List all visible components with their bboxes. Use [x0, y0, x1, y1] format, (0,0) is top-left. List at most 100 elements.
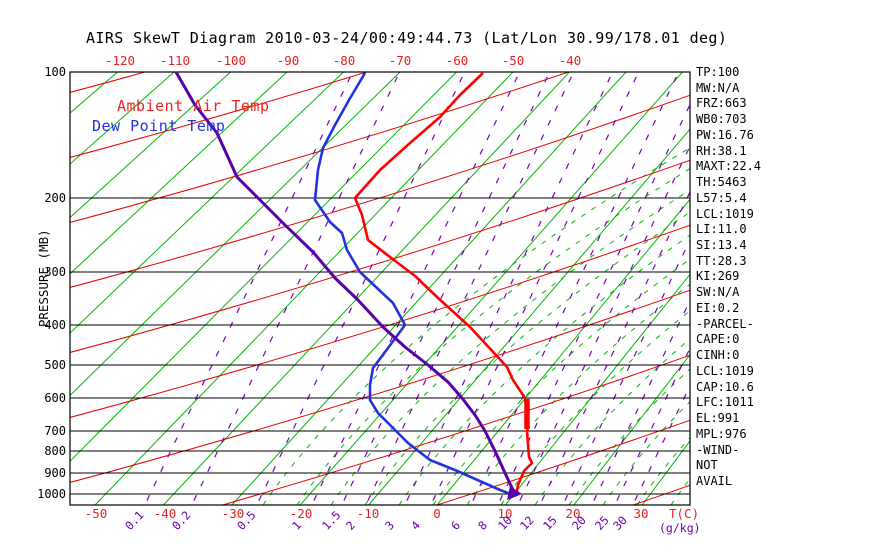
temp-tick-bottom: -20 — [289, 506, 313, 521]
pressure-tick: 200 — [44, 191, 66, 205]
stat-line: KI:269 — [696, 269, 740, 284]
dry-adiabat-line — [435, 419, 690, 505]
temp-axis-unit-label: T(C) — [669, 506, 700, 521]
isotherm-line — [70, 72, 344, 334]
isotherm-line — [436, 198, 690, 505]
chart-title: AIRS SkewT Diagram 2010-03-24/00:49:44.7… — [86, 29, 728, 47]
moist-adiabat-line — [296, 168, 690, 505]
stat-line: SW:N/A — [696, 285, 740, 300]
stat-line: CINH:0 — [696, 348, 740, 363]
mixing-ratio-unit-label: (g/kg) — [659, 521, 701, 535]
isotherm-line — [505, 273, 690, 505]
moist-adiabat-line — [364, 211, 690, 505]
dry-adiabat-line — [220, 354, 690, 505]
isotherm-line — [70, 72, 457, 462]
stat-line: TP:100 — [696, 65, 740, 79]
stat-line: CAP:10.6 — [696, 379, 754, 394]
temp-tick-bottom: 30 — [633, 506, 649, 521]
mixing-ratio-line — [341, 72, 551, 505]
temp-tick-bottom: -40 — [153, 506, 177, 521]
temp-tick-top: -70 — [388, 53, 412, 68]
pressure-tick: 400 — [44, 318, 66, 332]
temp-tick-bottom: -10 — [356, 506, 380, 521]
legend-dew-point-temp: Dew Point Temp — [92, 117, 226, 135]
stat-line: L57:5.4 — [696, 190, 747, 205]
temp-tick-bottom: 10 — [497, 506, 513, 521]
isotherm-line — [70, 72, 231, 219]
mixing-ratio-line — [539, 190, 690, 505]
legend-ambient-air-temp: Ambient Air Temp — [117, 97, 270, 115]
surface-point-marker — [507, 486, 522, 500]
temp-tick-top: -90 — [276, 53, 300, 68]
pressure-tick: 900 — [44, 466, 66, 480]
dry-adiabat-line — [70, 72, 147, 93]
isotherm-line — [641, 440, 690, 505]
mixing-ratio-line — [191, 72, 401, 505]
mixing-ratio-line — [632, 384, 690, 505]
dry-adiabat-line — [70, 72, 369, 158]
moist-adiabat-line — [398, 234, 690, 505]
stat-line: EI:0.2 — [696, 300, 740, 315]
dry-adiabat-line — [70, 72, 571, 223]
pressure-tick: 600 — [44, 391, 66, 405]
stat-line: FRZ:663 — [696, 96, 747, 111]
stat-line: MPL:976 — [696, 426, 747, 441]
mixing-ratio-line — [404, 72, 614, 505]
stat-line: LCL:1019 — [696, 206, 754, 221]
pressure-tick: 100 — [44, 65, 66, 79]
moist-adiabat-line — [636, 436, 690, 505]
moist-adiabat-line — [330, 189, 690, 505]
temp-tick-bottom: -50 — [84, 506, 108, 521]
stat-line: -WIND- — [696, 442, 740, 457]
stat-line: AVAIL — [696, 473, 733, 488]
stat-line: TT:28.3 — [696, 253, 747, 268]
pressure-tick: 800 — [44, 444, 66, 458]
mixing-ratio-line — [430, 72, 640, 505]
moist-adiabat-line — [432, 258, 690, 505]
stat-line: CAPE:0 — [696, 332, 740, 347]
isotherm-line — [70, 72, 288, 275]
temp-tick-top: -50 — [501, 53, 525, 68]
mixing-ratio-line — [144, 72, 354, 505]
parcel-trace-curve — [174, 71, 518, 497]
temp-tick-top: -100 — [215, 53, 247, 68]
dry-adiabat-line — [70, 289, 690, 483]
isotherm-line — [70, 72, 401, 397]
temp-tick-bottom: 20 — [565, 506, 581, 521]
mixing-ratio-line — [562, 238, 690, 505]
stat-line: PW:16.76 — [696, 127, 754, 142]
mixing-ratio-line — [470, 72, 680, 505]
isotherm-line — [299, 72, 683, 505]
stat-line: SI:13.4 — [696, 238, 747, 253]
temp-tick-top: -110 — [159, 53, 191, 68]
temp-tick-bottom: 0 — [433, 506, 441, 521]
plot-frame — [69, 71, 691, 506]
mixing-ratio-line — [497, 103, 690, 505]
isotherm-line — [368, 128, 690, 505]
mixing-ratio-line — [614, 346, 690, 505]
moist-adiabat-line — [534, 338, 690, 505]
dew-point-curve — [313, 72, 517, 498]
mixing-ratio-line — [365, 72, 575, 505]
mixing-ratio-line — [591, 299, 690, 505]
stat-line: WB0:703 — [696, 112, 747, 127]
dry-adiabat-line — [70, 224, 690, 418]
mixing-ratio-line — [517, 144, 690, 505]
mixing-ratio-line — [311, 72, 521, 505]
stat-line: TH:5463 — [696, 175, 747, 190]
stat-line: MAXT:22.4 — [696, 159, 762, 174]
stat-line: LI:11.0 — [696, 222, 747, 237]
dry-adiabat-line — [70, 159, 690, 353]
stat-line: RH:38.1 — [696, 143, 747, 158]
temperature-curve — [353, 72, 534, 497]
stat-line: NOT — [696, 458, 718, 473]
pressure-tick: 500 — [44, 358, 66, 372]
isotherm-line — [70, 72, 175, 165]
isotherm-line — [163, 72, 570, 505]
temp-tick-top: -120 — [104, 53, 136, 68]
moist-adiabat-line — [262, 147, 690, 505]
pressure-tick: 700 — [44, 424, 66, 438]
